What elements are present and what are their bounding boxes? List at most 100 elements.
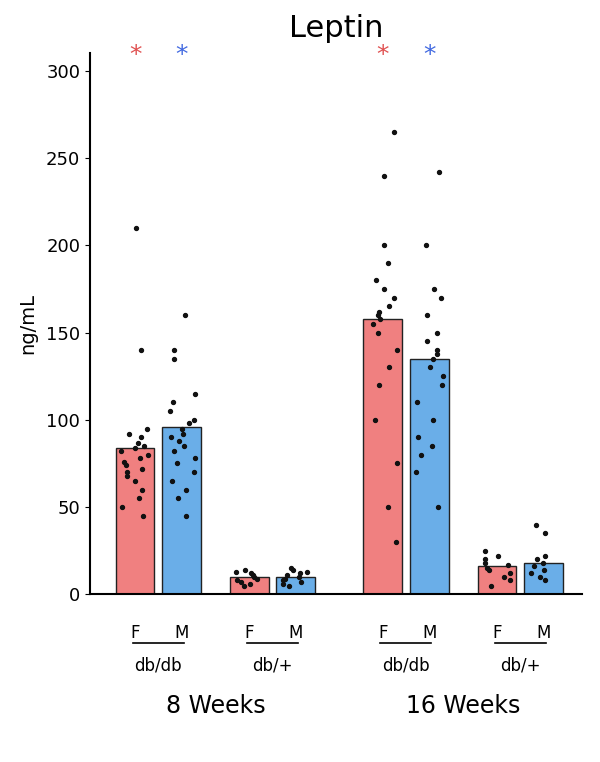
Point [384, 300, 394, 312]
Point [373, 326, 382, 338]
Text: *: * [129, 43, 142, 67]
Point [428, 414, 437, 426]
Point [302, 565, 312, 578]
Point [531, 518, 541, 530]
Point [482, 562, 491, 575]
Point [190, 466, 199, 479]
Point [428, 353, 438, 365]
Point [503, 559, 513, 571]
Text: F: F [245, 624, 254, 642]
Point [428, 440, 437, 452]
Point [278, 578, 288, 590]
Bar [116, 448, 154, 594]
Point [432, 344, 442, 356]
Point [411, 466, 421, 479]
Title: Leptin: Leptin [289, 14, 383, 43]
Text: 16 Weeks: 16 Weeks [406, 694, 520, 719]
Point [247, 568, 256, 580]
Point [121, 459, 131, 472]
Point [532, 553, 541, 565]
Point [539, 564, 549, 576]
Point [245, 578, 255, 590]
Point [425, 361, 434, 373]
Point [131, 222, 141, 234]
Point [481, 545, 490, 557]
Point [526, 568, 536, 580]
Point [133, 437, 143, 449]
Point [167, 475, 177, 487]
Point [294, 571, 304, 583]
Point [166, 405, 175, 418]
Point [379, 283, 389, 295]
Point [422, 309, 432, 322]
Text: F: F [378, 624, 388, 642]
Point [181, 510, 190, 522]
Point [116, 445, 126, 457]
Text: M: M [289, 624, 303, 642]
Text: *: * [175, 43, 188, 67]
Point [249, 571, 259, 583]
Point [392, 344, 401, 356]
Point [370, 414, 380, 426]
Point [505, 575, 514, 587]
Bar [524, 563, 563, 594]
Point [383, 257, 392, 269]
Point [480, 553, 490, 565]
Point [486, 580, 496, 592]
Point [368, 318, 377, 330]
Text: db/db: db/db [134, 657, 182, 674]
Text: F: F [130, 624, 140, 642]
Point [168, 396, 178, 408]
Point [536, 571, 545, 583]
Text: db/+: db/+ [500, 657, 541, 674]
Point [437, 379, 447, 391]
Point [119, 456, 128, 468]
Point [189, 414, 199, 426]
Text: M: M [536, 624, 550, 642]
Point [389, 292, 398, 304]
Point [280, 572, 290, 584]
Point [137, 431, 146, 443]
Point [138, 510, 148, 522]
Point [278, 575, 288, 587]
Point [143, 449, 152, 461]
Point [282, 569, 292, 581]
Text: F: F [492, 624, 502, 642]
Text: *: * [377, 43, 389, 67]
Point [438, 370, 448, 383]
Point [142, 422, 152, 434]
Point [181, 484, 191, 496]
Point [134, 492, 143, 504]
Text: M: M [422, 624, 436, 642]
Point [375, 312, 385, 325]
Point [484, 564, 494, 576]
Point [432, 326, 442, 338]
Point [169, 445, 179, 457]
Point [529, 560, 538, 572]
Point [389, 126, 398, 138]
Point [117, 501, 127, 513]
Point [190, 452, 200, 464]
Point [385, 361, 394, 373]
Point [232, 565, 241, 578]
Point [433, 501, 443, 513]
Point [392, 457, 401, 469]
Point [506, 568, 515, 580]
Point [436, 292, 446, 304]
Bar [478, 566, 516, 594]
Point [239, 580, 248, 592]
Point [137, 463, 147, 475]
Point [422, 335, 431, 347]
Point [169, 353, 179, 365]
Point [248, 569, 258, 581]
Point [480, 557, 490, 569]
Point [421, 239, 430, 251]
Point [169, 344, 179, 356]
Point [413, 431, 423, 443]
Text: db/+: db/+ [252, 657, 293, 674]
Point [540, 550, 550, 562]
Point [391, 536, 400, 548]
Point [122, 466, 131, 479]
Point [139, 440, 149, 452]
Point [130, 475, 140, 487]
